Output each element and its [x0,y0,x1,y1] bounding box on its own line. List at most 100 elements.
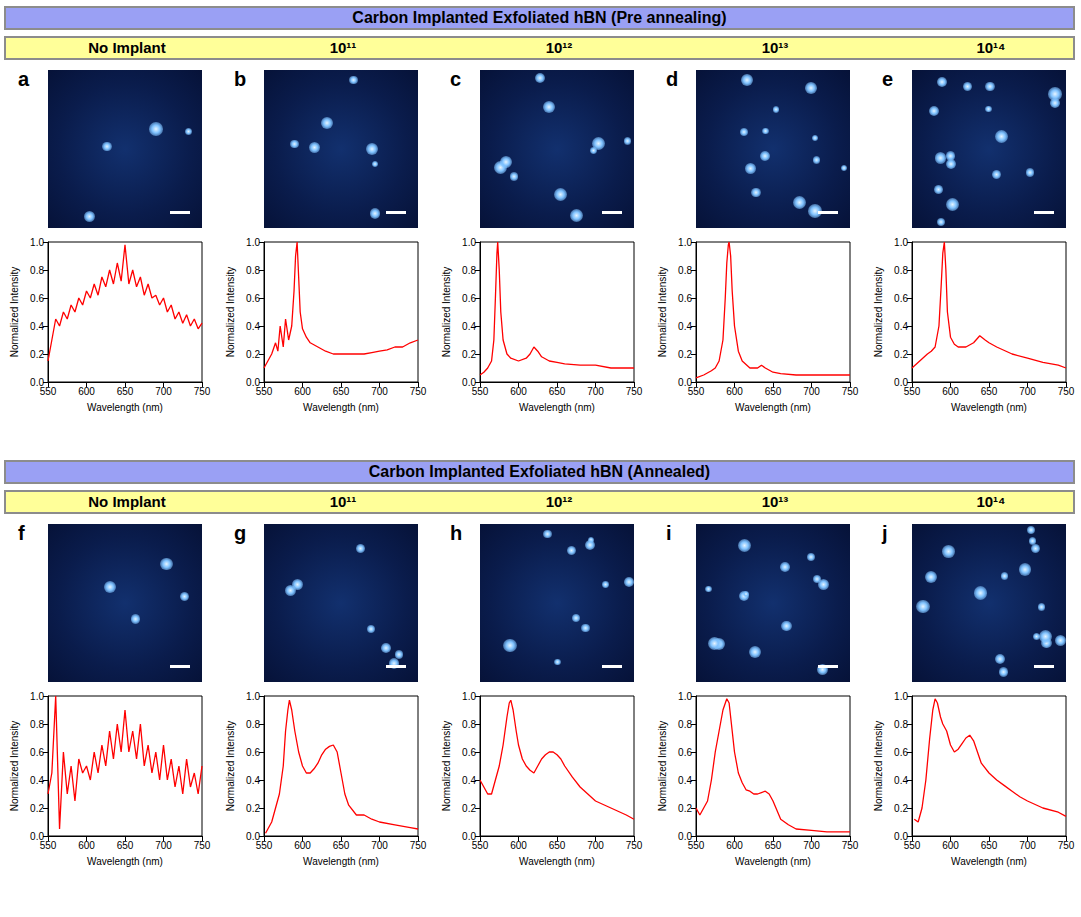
svg-text:1.0: 1.0 [246,237,260,248]
svg-text:0.2: 0.2 [30,349,44,360]
svg-text:700: 700 [155,840,172,851]
svg-text:Normalized Intensity: Normalized Intensity [225,267,236,358]
svg-text:Wavelength (nm): Wavelength (nm) [735,856,811,867]
svg-text:0.2: 0.2 [678,349,692,360]
svg-text:1.0: 1.0 [462,237,476,248]
svg-text:650: 650 [981,386,998,397]
svg-text:700: 700 [803,386,820,397]
svg-text:600: 600 [510,840,527,851]
svg-text:750: 750 [842,386,859,397]
svg-text:Normalized Intensity: Normalized Intensity [441,267,452,358]
svg-text:0.6: 0.6 [894,293,908,304]
svg-text:700: 700 [587,840,604,851]
svg-text:600: 600 [942,840,959,851]
svg-text:1.0: 1.0 [678,691,692,702]
svg-text:750: 750 [626,840,643,851]
svg-text:650: 650 [117,840,134,851]
svg-text:Wavelength (nm): Wavelength (nm) [303,856,379,867]
svg-text:600: 600 [294,386,311,397]
svg-text:Wavelength (nm): Wavelength (nm) [87,402,163,413]
svg-text:0.4: 0.4 [894,321,908,332]
svg-text:0.2: 0.2 [30,803,44,814]
svg-text:0.6: 0.6 [462,747,476,758]
svg-text:Normalized Intensity: Normalized Intensity [657,721,668,812]
svg-text:0.4: 0.4 [246,775,260,786]
svg-text:600: 600 [78,386,95,397]
svg-text:0.2: 0.2 [462,803,476,814]
svg-text:0.6: 0.6 [246,293,260,304]
svg-text:550: 550 [472,386,489,397]
svg-text:0.8: 0.8 [894,719,908,730]
svg-text:650: 650 [765,840,782,851]
svg-text:0.8: 0.8 [30,719,44,730]
svg-text:Wavelength (nm): Wavelength (nm) [87,856,163,867]
svg-text:650: 650 [765,386,782,397]
svg-text:Wavelength (nm): Wavelength (nm) [303,402,379,413]
svg-text:700: 700 [1019,386,1036,397]
svg-text:600: 600 [510,386,527,397]
svg-text:0.6: 0.6 [894,747,908,758]
svg-text:Wavelength (nm): Wavelength (nm) [519,856,595,867]
svg-text:1.0: 1.0 [894,237,908,248]
svg-text:Normalized Intensity: Normalized Intensity [873,721,884,812]
svg-text:0.8: 0.8 [246,719,260,730]
svg-text:750: 750 [410,386,427,397]
svg-text:550: 550 [256,840,273,851]
svg-text:1.0: 1.0 [894,691,908,702]
svg-text:1.0: 1.0 [246,691,260,702]
svg-text:750: 750 [1058,840,1075,851]
svg-text:650: 650 [981,840,998,851]
svg-text:550: 550 [688,386,705,397]
svg-text:600: 600 [942,386,959,397]
svg-text:700: 700 [587,386,604,397]
svg-text:750: 750 [626,386,643,397]
svg-text:0.2: 0.2 [462,349,476,360]
svg-text:0.2: 0.2 [894,349,908,360]
svg-text:1.0: 1.0 [30,691,44,702]
svg-text:700: 700 [803,840,820,851]
svg-text:Wavelength (nm): Wavelength (nm) [519,402,595,413]
svg-text:0.2: 0.2 [678,803,692,814]
svg-text:0.6: 0.6 [246,747,260,758]
svg-text:Normalized Intensity: Normalized Intensity [9,721,20,812]
svg-text:0.4: 0.4 [462,775,476,786]
svg-text:0.8: 0.8 [678,719,692,730]
svg-text:750: 750 [194,840,211,851]
svg-text:650: 650 [549,840,566,851]
svg-text:0.4: 0.4 [894,775,908,786]
svg-text:0.8: 0.8 [462,265,476,276]
svg-text:1.0: 1.0 [678,237,692,248]
svg-text:650: 650 [117,386,134,397]
svg-text:Normalized Intensity: Normalized Intensity [873,267,884,358]
svg-text:0.6: 0.6 [678,293,692,304]
svg-text:700: 700 [371,840,388,851]
svg-text:0.6: 0.6 [678,747,692,758]
svg-text:1.0: 1.0 [30,237,44,248]
svg-text:0.8: 0.8 [462,719,476,730]
svg-text:0.4: 0.4 [678,775,692,786]
svg-text:750: 750 [1058,386,1075,397]
svg-text:Wavelength (nm): Wavelength (nm) [951,402,1027,413]
svg-text:0.8: 0.8 [678,265,692,276]
svg-text:Wavelength (nm): Wavelength (nm) [735,402,811,413]
svg-text:750: 750 [842,840,859,851]
svg-text:700: 700 [1019,840,1036,851]
svg-text:550: 550 [688,840,705,851]
svg-text:0.4: 0.4 [30,775,44,786]
svg-text:0.6: 0.6 [30,293,44,304]
svg-text:0.4: 0.4 [30,321,44,332]
svg-text:550: 550 [256,386,273,397]
svg-text:700: 700 [371,386,388,397]
svg-text:0.2: 0.2 [246,349,260,360]
svg-text:650: 650 [549,386,566,397]
svg-text:0.8: 0.8 [894,265,908,276]
svg-text:550: 550 [472,840,489,851]
svg-text:Normalized Intensity: Normalized Intensity [441,721,452,812]
svg-text:650: 650 [333,840,350,851]
svg-text:0.6: 0.6 [462,293,476,304]
svg-text:750: 750 [194,386,211,397]
svg-text:600: 600 [726,386,743,397]
svg-text:550: 550 [40,386,57,397]
svg-text:0.2: 0.2 [246,803,260,814]
svg-text:0.4: 0.4 [462,321,476,332]
